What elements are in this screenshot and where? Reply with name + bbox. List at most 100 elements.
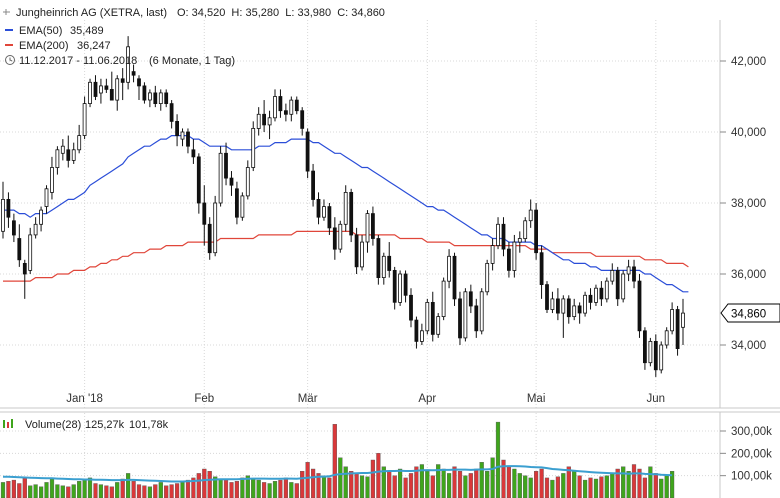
candle-body xyxy=(675,309,680,349)
candle xyxy=(354,227,359,274)
candle-body xyxy=(82,103,87,136)
candle-body xyxy=(556,298,560,314)
candle xyxy=(305,128,310,179)
candle xyxy=(202,185,207,246)
candle xyxy=(28,227,33,274)
candle xyxy=(588,288,593,310)
candle-body xyxy=(33,223,38,236)
candle-body xyxy=(137,78,141,87)
candle-body xyxy=(267,117,272,126)
ema50-legend-label: EMA(50) xyxy=(19,25,62,37)
volume-legend-value1: 125,27k xyxy=(85,419,125,431)
candle-body xyxy=(392,269,397,303)
volume-bar xyxy=(321,475,327,498)
volume-bar xyxy=(354,473,359,498)
candle xyxy=(398,270,403,306)
candle-body xyxy=(637,280,642,332)
candle xyxy=(381,252,386,285)
volume-bar xyxy=(245,475,250,498)
volume-bar xyxy=(196,473,201,498)
candle-body xyxy=(474,305,479,332)
candle-body xyxy=(28,234,33,271)
candle xyxy=(512,234,517,278)
volume-legend-icon-bar3 xyxy=(11,419,13,428)
volume-bar xyxy=(593,478,599,498)
volume-bar xyxy=(566,466,571,498)
time-tick-label: Mai xyxy=(527,393,546,405)
volume-bar xyxy=(517,473,522,498)
volume-bar xyxy=(22,477,27,498)
candle-body xyxy=(414,319,419,342)
candle-body xyxy=(604,280,609,300)
candle xyxy=(6,192,11,228)
candle xyxy=(39,206,43,232)
candle-body xyxy=(360,241,364,268)
candle-body xyxy=(468,291,473,307)
candle xyxy=(224,142,228,186)
candle xyxy=(577,302,582,324)
candle-body xyxy=(534,209,538,254)
volume-bar xyxy=(234,481,239,498)
candle-body xyxy=(528,209,533,222)
candle xyxy=(501,217,506,257)
volume-bar xyxy=(39,486,44,498)
candle xyxy=(392,266,397,310)
candle xyxy=(539,245,544,299)
candle xyxy=(425,298,430,335)
candle-body xyxy=(180,131,185,140)
candle-body xyxy=(436,316,441,335)
volume-bar xyxy=(359,475,365,498)
candle-body xyxy=(512,241,517,271)
candle xyxy=(191,139,196,164)
volume-bar xyxy=(626,471,631,498)
volume-bar xyxy=(256,479,261,498)
volume-bar xyxy=(392,475,397,498)
volume-bar xyxy=(262,482,267,498)
candle-body xyxy=(207,223,212,254)
volume-bar xyxy=(185,479,191,498)
volume-bar xyxy=(229,482,234,498)
volume-bar xyxy=(631,464,637,498)
volume-bar xyxy=(164,485,169,498)
candle-body xyxy=(583,294,587,314)
candle-body xyxy=(506,248,511,271)
chart-header: Jungheinrich AG (XETRA, last) O: 34,520 … xyxy=(3,7,385,67)
volume-bar xyxy=(670,471,675,498)
volume-bar xyxy=(648,466,653,498)
candle-body xyxy=(517,238,522,243)
candle xyxy=(66,135,71,168)
volume-bar xyxy=(653,473,658,498)
candle xyxy=(637,274,642,338)
volume-bar xyxy=(512,468,517,498)
volume-bar xyxy=(251,478,256,498)
clock-icon-hands xyxy=(9,57,13,62)
candle xyxy=(109,71,114,101)
volume-bar xyxy=(11,479,16,498)
volume-bar xyxy=(664,475,669,498)
candle xyxy=(251,121,256,172)
candle xyxy=(360,234,364,271)
candle-body xyxy=(294,99,299,112)
candle-body xyxy=(142,85,147,101)
candle-body xyxy=(316,198,321,218)
candle-body xyxy=(88,81,92,105)
current-price-tag-shape xyxy=(720,303,780,323)
volume-bar xyxy=(539,468,544,498)
volume-axis: 300,00k 200,00k 100,00k xyxy=(720,426,772,483)
candle xyxy=(621,270,626,303)
volume-bar xyxy=(311,468,316,498)
candle-body xyxy=(458,298,462,339)
candle xyxy=(343,185,348,232)
price-axis: 42,000 40,000 38,000 36,000 34,000 xyxy=(720,56,766,352)
candle-body xyxy=(343,191,348,225)
volume-bar xyxy=(66,486,71,498)
volume-bar xyxy=(71,484,76,498)
candle-body xyxy=(22,262,27,275)
volume-bar xyxy=(588,477,593,498)
candle xyxy=(332,217,337,260)
candle-body xyxy=(229,177,234,186)
candle-body xyxy=(1,198,5,232)
candle xyxy=(142,82,147,104)
volume-bar xyxy=(147,486,152,498)
volume-bar xyxy=(338,457,343,498)
